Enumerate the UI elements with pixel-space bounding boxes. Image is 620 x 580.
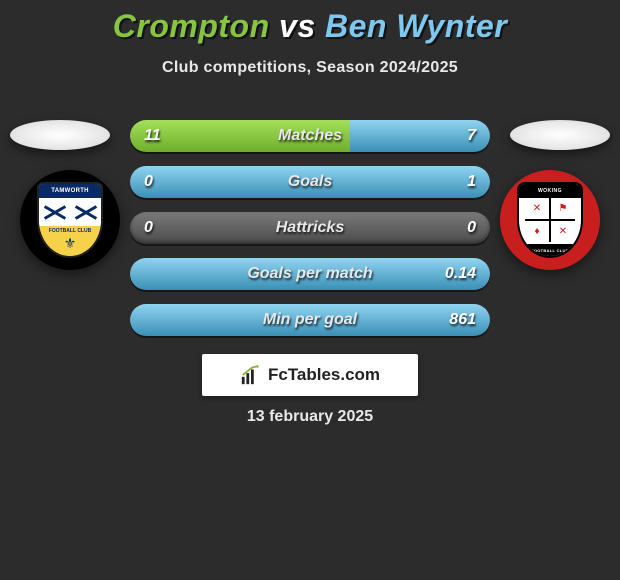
stat-value-left: 11 [144, 127, 161, 145]
stat-value-right: 861 [449, 311, 476, 329]
woking-crest-icon: WOKING ✕⚑♦✕ FOOTBALL CLUB [517, 182, 583, 258]
stat-value-right: 7 [467, 127, 476, 145]
stat-row: Matches117 [130, 120, 490, 152]
tamworth-crest-icon: TAMWORTH FOOTBALL CLUB ⚜ [37, 182, 103, 258]
club-badge-right: WOKING ✕⚑♦✕ FOOTBALL CLUB [500, 170, 600, 270]
stat-row: Goals per match0.14 [130, 258, 490, 290]
stat-row: Goals01 [130, 166, 490, 198]
bar-fill-right [130, 258, 490, 290]
date-line: 13 february 2025 [0, 408, 620, 426]
brand-box: FcTables.com [202, 354, 418, 396]
page-title: Crompton vs Ben Wynter [0, 0, 620, 45]
stat-value-right: 0.14 [445, 265, 476, 283]
stat-value-left: 0 [144, 173, 153, 191]
player2-avatar-placeholder [510, 120, 610, 150]
bar-fill-right [130, 166, 490, 198]
player1-avatar-placeholder [10, 120, 110, 150]
stat-value-right: 0 [467, 219, 476, 237]
stats-bars: Matches117Goals01Hattricks00Goals per ma… [130, 120, 490, 350]
brand-text: FcTables.com [268, 365, 380, 385]
fctables-logo-icon [240, 364, 262, 386]
club-badge-left: TAMWORTH FOOTBALL CLUB ⚜ [20, 170, 120, 270]
stat-value-right: 1 [467, 173, 476, 191]
bar-fill-right [130, 304, 490, 336]
crest-top-text: TAMWORTH [39, 184, 101, 198]
vs-separator: vs [279, 8, 316, 44]
stat-value-left: 0 [144, 219, 153, 237]
stat-row: Hattricks0 0 [130, 212, 490, 244]
subtitle: Club competitions, Season 2024/2025 [0, 59, 620, 77]
player2-name: Ben Wynter [325, 8, 507, 44]
player1-name: Crompton [113, 8, 270, 44]
crest-top-text: WOKING [519, 184, 581, 198]
comparison-card: Crompton vs Ben Wynter Club competitions… [0, 0, 620, 580]
bar-fill-left [130, 120, 350, 152]
crest-bottom-text: FOOTBALL CLUB [519, 244, 581, 256]
stat-row: Min per goal861 [130, 304, 490, 336]
stat-label: Hattricks [130, 219, 490, 237]
